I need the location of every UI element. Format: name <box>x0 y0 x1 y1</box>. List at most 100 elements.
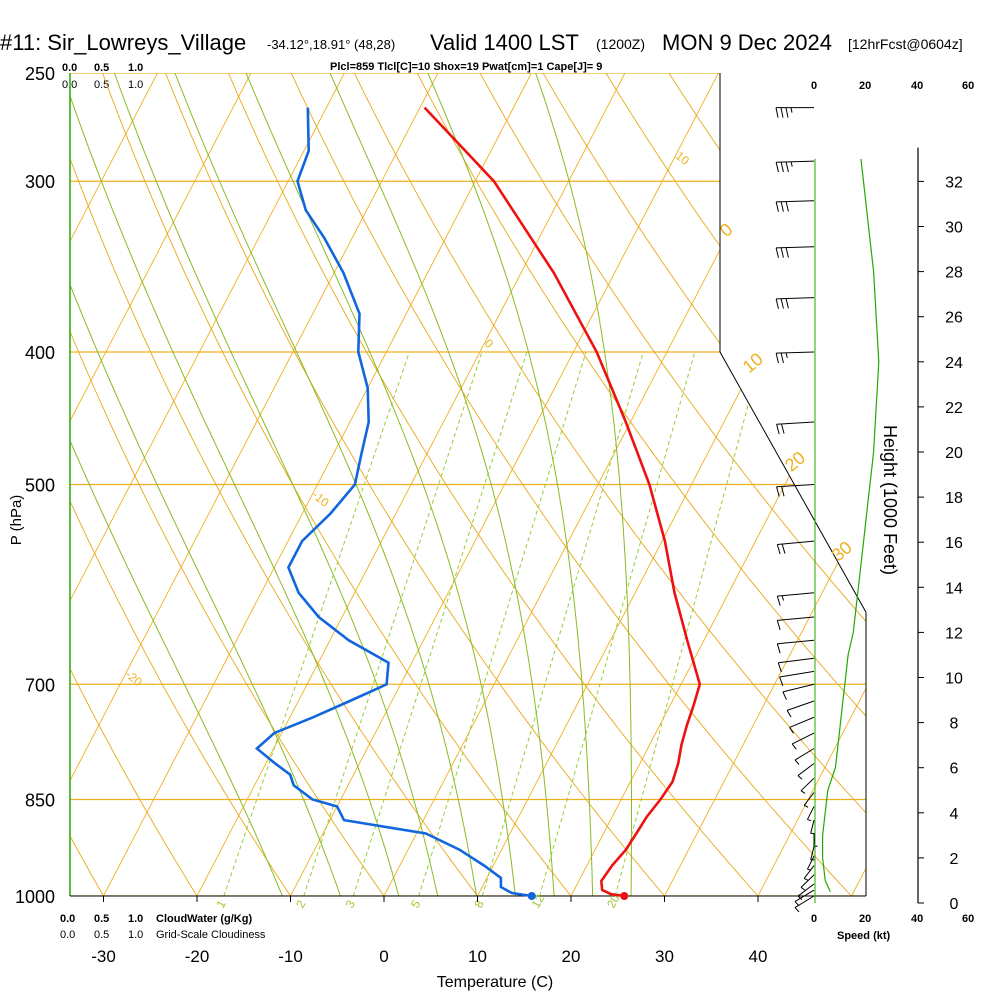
height-tick-label-15: 30 <box>945 220 963 237</box>
top-speed-tick-0: 0 <box>811 80 817 92</box>
wind-barb-feather <box>775 298 779 309</box>
wind-barb-feather <box>797 895 803 901</box>
dry-adiabat-40 <box>227 73 785 896</box>
wind-barb-feather <box>776 544 781 555</box>
height-axis-title: Height (1000 Feet) <box>880 425 900 575</box>
wind-barb-feather <box>781 486 785 497</box>
isotherm-50 <box>851 73 866 896</box>
height-tick-label-16: 32 <box>945 174 963 191</box>
mixing-ratio-line-3 <box>352 351 528 896</box>
height-tick-label-7: 14 <box>945 580 963 597</box>
isotherm--30 <box>103 73 532 896</box>
temp-tick-label-6: 30 <box>655 947 674 966</box>
dry-adiabat-70 <box>416 73 866 896</box>
bottom-speed-tick-2: 40 <box>911 913 923 925</box>
height-tick-label-12: 24 <box>945 355 963 372</box>
height-tick-label-14: 28 <box>945 265 963 282</box>
dry-adiabat-60 <box>353 73 866 896</box>
bottom-speed-tick-3: 60 <box>962 913 974 925</box>
temp-tick-label-1: -20 <box>185 947 210 966</box>
wind-barb-22 <box>776 592 815 606</box>
moist-adiabat-4 <box>70 73 407 896</box>
mixing-ratio-line-1 <box>223 351 410 896</box>
station-coords: -34.12°,18.91° (48,28) <box>267 37 395 52</box>
wind-barb-feather <box>780 162 784 173</box>
dry-adiabat--30 <box>70 73 121 896</box>
wind-barb-shaft <box>786 700 815 711</box>
pressure-tick-label-4: 700 <box>25 675 55 695</box>
isotherm-label-7: 20 <box>781 447 809 475</box>
wind-barb-shaft <box>779 670 815 678</box>
temp-tick-label-3: 0 <box>379 947 388 966</box>
thermo-grid <box>70 73 866 896</box>
bottom-cl-label: Grid-Scale Cloudiness <box>156 929 266 941</box>
wind-barb-16 <box>786 700 815 718</box>
moist-adiabat-12 <box>174 73 482 896</box>
bottom-cw-label: CloudWater (g/Kg) <box>156 913 252 925</box>
wind-barb-shaft <box>777 592 815 597</box>
isotherm-label-5: 0 <box>716 219 737 241</box>
isotherm-label-2: -10 <box>309 488 332 510</box>
wind-barb-6 <box>810 846 815 861</box>
height-tick-label-6: 12 <box>945 625 963 642</box>
wind-barb-feather <box>785 161 789 172</box>
wind-barb-feather <box>776 486 780 497</box>
wind-barb-20 <box>776 639 815 654</box>
mixing-ratio-label-0: 1 <box>213 897 229 910</box>
wind-barbs <box>775 107 818 913</box>
moist-adiabat-28 <box>535 73 632 896</box>
wind-barb-shaft <box>794 895 815 908</box>
top-cw-tick-1: 0.5 <box>94 62 109 74</box>
bottom-speed-scale: 0 20 40 60 Speed (kt) <box>811 913 974 942</box>
wind-barb-feather <box>780 201 784 212</box>
wind-barb-feather <box>776 643 781 654</box>
height-tick-label-1: 2 <box>950 851 959 868</box>
wind-barb-shaft <box>806 806 815 820</box>
surface-dewpoint-point <box>527 892 536 900</box>
wind-barb-feather <box>800 886 806 891</box>
bottom-speed-label: Speed (kt) <box>837 930 891 942</box>
top-cw-tick-0: 0.0 <box>62 62 77 74</box>
wind-barb-2 <box>797 883 815 901</box>
temp-tick-label-7: 40 <box>749 947 768 966</box>
wind-barb-shaft <box>782 683 815 693</box>
mixing-ratio-line-8 <box>481 351 644 896</box>
bottom-cw-tick-1: 0.5 <box>94 913 109 925</box>
wind-barb-feather <box>775 107 779 118</box>
height-tick-label-2: 4 <box>950 806 959 823</box>
dewpoint-profile <box>254 107 532 898</box>
wind-barb-feather <box>776 620 781 631</box>
isotherm-label-6: 10 <box>739 349 767 377</box>
isotherm--60 <box>70 73 252 896</box>
forecast-run: [12hrFcst@0604z] <box>848 36 963 52</box>
bottom-speed-tick-0: 0 <box>811 913 817 925</box>
temperature-profile <box>423 106 702 898</box>
wind-barb-feather <box>807 819 812 822</box>
wind-barb-30 <box>775 160 815 173</box>
wind-barb-feather <box>779 676 784 686</box>
wind-barb-12 <box>797 763 815 780</box>
wind-barb-half-feather <box>790 161 793 167</box>
wind-barb-feather <box>800 790 806 794</box>
wind-barb-shaft <box>776 246 815 249</box>
bottom-speed-tick-1: 20 <box>859 913 871 925</box>
mixing-ratio-line-5 <box>418 351 587 896</box>
dry-adiabat-50 <box>290 73 866 896</box>
wind-barb-feather <box>791 743 797 750</box>
wind-barb-feather <box>785 298 789 309</box>
top-cl-tick-2: 1.0 <box>128 79 143 91</box>
wind-barb-shaft <box>810 846 815 860</box>
mixing-ratio-label-4: 8 <box>471 897 487 910</box>
height-tick-label-10: 20 <box>945 445 963 462</box>
top-speed-scale: 0 20 40 60 <box>811 80 974 92</box>
dry-adiabat-30 <box>165 73 690 896</box>
wind-barb-13 <box>794 748 815 765</box>
top-cw-tick-2: 1.0 <box>128 62 143 74</box>
wind-barb-11 <box>800 777 815 794</box>
bottom-cloudwater-scale: 0.0 0.5 1.0 CloudWater (g/Kg) <box>60 913 252 925</box>
wind-barb-feather <box>775 162 779 173</box>
pressure-tick-label-6: 1000 <box>15 887 55 907</box>
mixing-ratio-label-3: 5 <box>408 897 424 910</box>
wind-barb-shaft <box>777 639 815 645</box>
